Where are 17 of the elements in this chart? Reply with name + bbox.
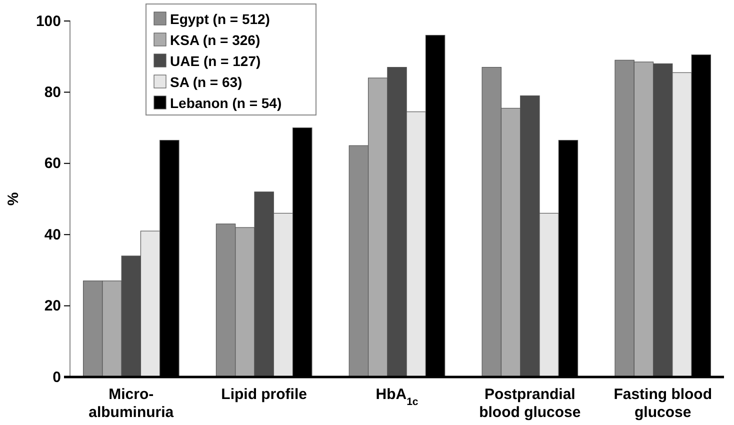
y-tick-label: 60 xyxy=(44,155,61,172)
x-tick-label: HbA$_{1c}$ xyxy=(376,386,418,408)
legend-label: UAE (n = 127) xyxy=(170,53,261,69)
x-tick-label: Lipid profile xyxy=(221,386,307,403)
y-tick-label: 40 xyxy=(44,226,61,244)
y-tick-label: 0 xyxy=(52,368,61,386)
y-axis-title: % xyxy=(5,192,22,206)
y-tick-label: 20 xyxy=(44,298,61,315)
legend-label: KSA (n = 326) xyxy=(170,32,260,48)
y-tick-label: 80 xyxy=(44,84,61,101)
legend-label: Lebanon (n = 54) xyxy=(170,95,282,111)
x-tick-label: Fasting blood glucose xyxy=(614,386,712,421)
x-tick-label: Postprandial blood glucose xyxy=(479,386,581,421)
legend-label: Egypt (n = 512) xyxy=(170,11,270,27)
x-tick-label: Micro- albuminuria xyxy=(88,386,174,421)
legend-label: SA (n = 63) xyxy=(170,74,242,90)
y-tick-label: 100 xyxy=(36,12,61,30)
